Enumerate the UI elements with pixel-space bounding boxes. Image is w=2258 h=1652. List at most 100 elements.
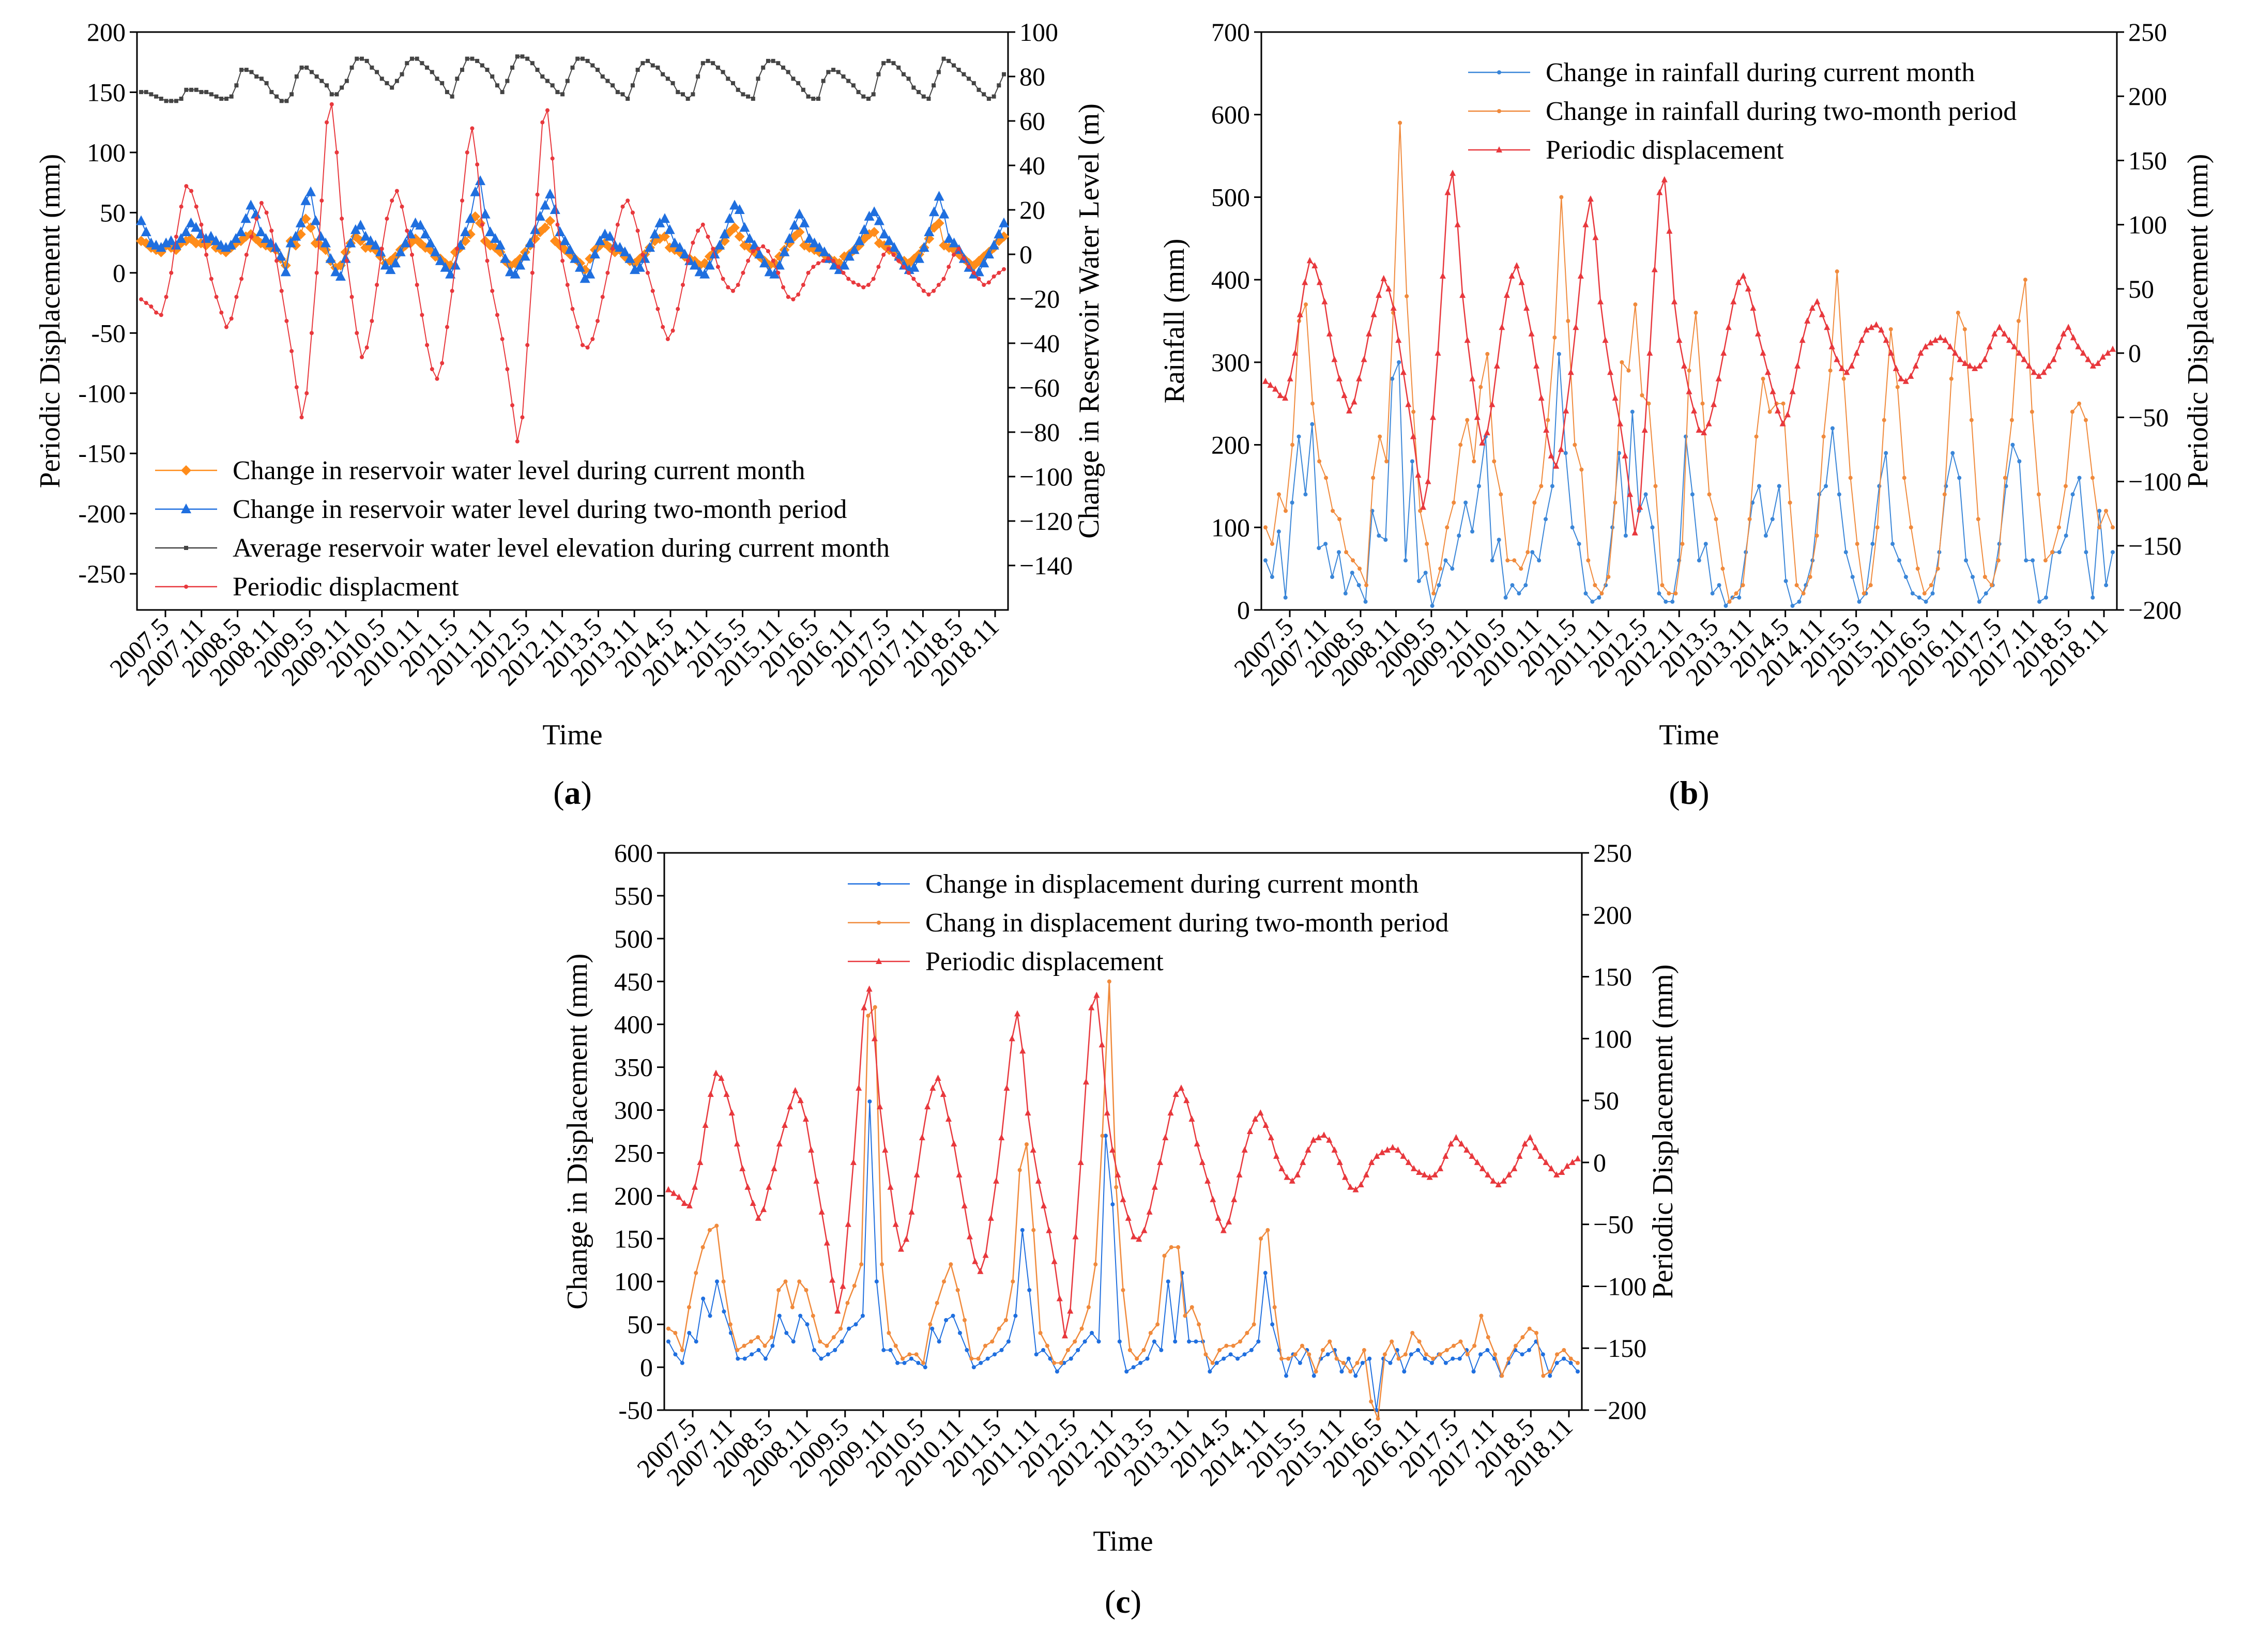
data-point bbox=[1641, 426, 1648, 433]
data-point bbox=[1278, 1165, 1285, 1171]
data-point bbox=[1463, 1146, 1470, 1153]
data-point bbox=[1809, 304, 1815, 311]
data-point bbox=[829, 1276, 836, 1283]
data-point bbox=[724, 213, 735, 223]
legend-swatch-marker bbox=[877, 921, 881, 925]
data-point bbox=[2103, 509, 2108, 513]
data-point bbox=[1457, 533, 1461, 538]
data-point bbox=[1525, 550, 1530, 555]
data-point bbox=[943, 233, 954, 243]
data-point bbox=[836, 265, 841, 269]
data-point bbox=[1888, 349, 1895, 356]
data-point bbox=[834, 1307, 841, 1314]
data-point bbox=[746, 258, 751, 263]
y-left-tick-label: 150 bbox=[614, 1224, 653, 1253]
data-point bbox=[670, 81, 675, 85]
data-point bbox=[2091, 595, 2095, 600]
data-point bbox=[841, 270, 846, 275]
data-point bbox=[1127, 1348, 1132, 1352]
data-point bbox=[812, 1348, 816, 1352]
data-point bbox=[1760, 349, 1766, 356]
data-point bbox=[364, 345, 369, 350]
data-point bbox=[1429, 414, 1436, 420]
data-point bbox=[1187, 1339, 1192, 1344]
data-point bbox=[249, 234, 254, 239]
data-point bbox=[460, 68, 465, 72]
data-point bbox=[1453, 1134, 1459, 1140]
data-point bbox=[1310, 422, 1315, 426]
data-point bbox=[708, 1313, 712, 1318]
x-axis-label: Time bbox=[1659, 719, 1719, 751]
data-point bbox=[1676, 336, 1683, 343]
data-point bbox=[289, 92, 294, 97]
data-point bbox=[1231, 1196, 1238, 1202]
data-point bbox=[1443, 558, 1448, 563]
data-point bbox=[984, 249, 995, 258]
data-point bbox=[680, 92, 685, 97]
data-point bbox=[1703, 542, 1708, 546]
data-point bbox=[928, 1322, 933, 1327]
data-point bbox=[874, 215, 884, 225]
data-point bbox=[939, 208, 950, 219]
data-point bbox=[274, 258, 279, 263]
data-point bbox=[887, 1183, 894, 1190]
data-point bbox=[334, 92, 339, 97]
data-point bbox=[666, 1326, 670, 1331]
data-point bbox=[1893, 364, 1899, 371]
data-point bbox=[265, 237, 276, 248]
data-point bbox=[1553, 462, 1560, 469]
data-point bbox=[1770, 517, 1775, 522]
data-point bbox=[1363, 600, 1368, 604]
legend-entry: Change in reservoir water level during t… bbox=[155, 495, 847, 524]
data-point bbox=[1463, 500, 1468, 505]
data-point bbox=[1263, 525, 1268, 530]
data-point bbox=[1862, 591, 1866, 596]
data-point bbox=[1569, 1158, 1576, 1165]
legend-label: Change in rainfall during current month bbox=[1546, 58, 1975, 87]
data-point bbox=[1962, 327, 1967, 331]
legend-swatch-marker bbox=[184, 546, 188, 550]
data-point bbox=[645, 242, 655, 252]
data-point bbox=[1350, 571, 1354, 575]
data-point bbox=[1115, 1171, 1121, 1177]
data-point bbox=[1819, 311, 1825, 317]
data-point bbox=[1479, 1313, 1484, 1318]
data-point bbox=[280, 266, 291, 277]
data-point bbox=[269, 228, 274, 233]
data-point bbox=[1410, 1165, 1417, 1171]
data-point bbox=[1093, 1262, 1098, 1267]
data-point bbox=[901, 265, 906, 269]
data-point bbox=[676, 1193, 682, 1200]
data-point bbox=[756, 1335, 760, 1340]
data-point bbox=[1801, 591, 1806, 596]
data-point bbox=[1242, 1352, 1247, 1357]
data-point bbox=[896, 65, 901, 70]
data-point bbox=[1469, 1152, 1475, 1159]
data-point bbox=[1296, 434, 1301, 439]
data-point bbox=[570, 65, 575, 70]
data-point bbox=[360, 231, 371, 241]
data-point bbox=[760, 1205, 767, 1212]
data-point bbox=[1351, 558, 1355, 563]
data-point bbox=[686, 1305, 691, 1309]
data-point bbox=[1942, 492, 1947, 497]
y-left-tick-label: 300 bbox=[614, 1096, 653, 1125]
data-point bbox=[169, 99, 174, 103]
data-point bbox=[535, 68, 540, 72]
data-point bbox=[2060, 330, 2067, 336]
data-point bbox=[1830, 426, 1835, 431]
data-point bbox=[1478, 1352, 1483, 1357]
data-point bbox=[1270, 1322, 1275, 1327]
data-point bbox=[1534, 1330, 1539, 1335]
data-point bbox=[722, 1309, 726, 1314]
y-right-tick-label: −50 bbox=[1593, 1210, 1634, 1239]
data-point bbox=[1964, 558, 1969, 563]
data-point bbox=[394, 189, 399, 193]
data-point bbox=[823, 1239, 830, 1246]
data-point bbox=[706, 58, 710, 63]
data-point bbox=[1203, 1352, 1208, 1357]
data-point bbox=[1912, 362, 1919, 369]
data-point bbox=[470, 126, 475, 131]
data-point bbox=[1527, 1348, 1532, 1352]
